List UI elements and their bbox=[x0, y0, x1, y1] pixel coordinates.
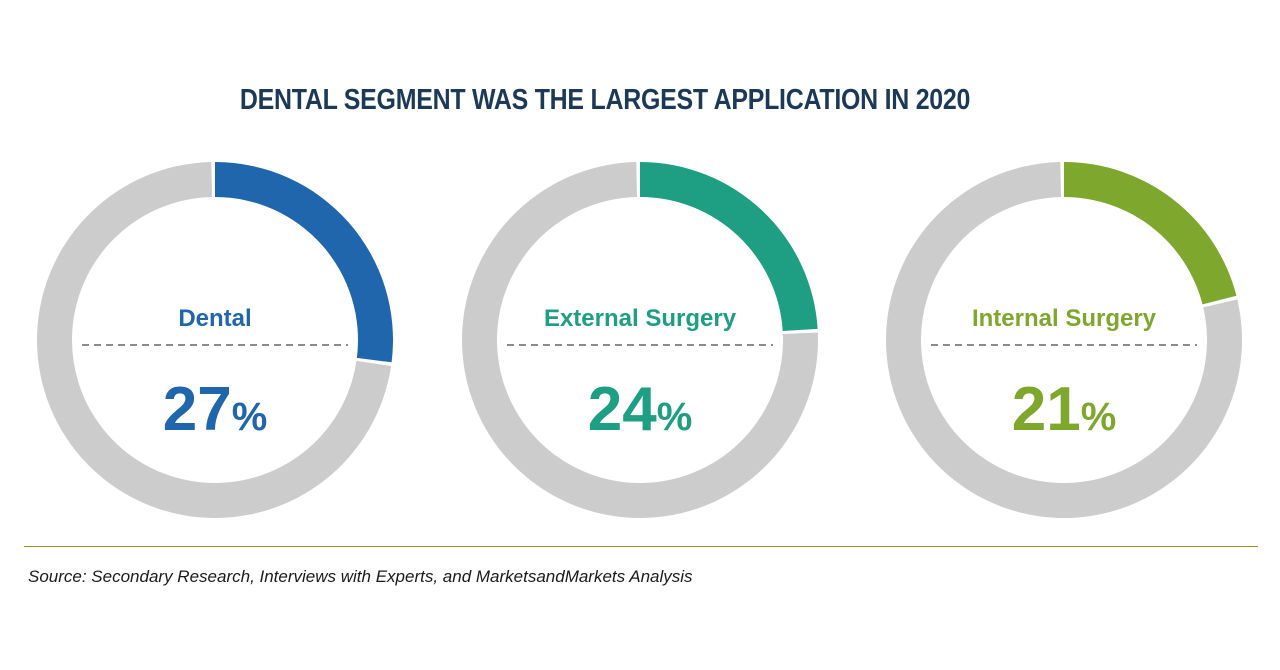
percent-sign: % bbox=[232, 395, 268, 439]
donut-value-arc bbox=[215, 162, 393, 363]
chart-title: DENTAL SEGMENT WAS THE LARGEST APPLICATI… bbox=[239, 84, 971, 116]
segment-label: External Surgery bbox=[544, 305, 737, 332]
segment-value: 27% bbox=[163, 375, 268, 444]
donut-value-arc bbox=[1064, 162, 1237, 305]
donut-value-arc bbox=[640, 162, 818, 332]
segment-label: Dental bbox=[178, 305, 251, 332]
source-note: Source: Secondary Research, Interviews w… bbox=[28, 567, 693, 586]
donut-charts: Dental 27% External Surgery 24% Internal Sur… bbox=[37, 162, 1242, 519]
segment-label: Internal Surgery bbox=[972, 305, 1157, 332]
footer-divider bbox=[24, 546, 1258, 547]
donut-internal-surgery: Internal Surgery 21% bbox=[885, 162, 1242, 518]
segment-value: 24% bbox=[588, 375, 693, 444]
donut-dental: Dental 27% bbox=[37, 162, 393, 519]
donut-external-surgery: External Surgery 24% bbox=[461, 162, 818, 519]
percent-sign: % bbox=[1081, 395, 1117, 439]
segment-value: 21% bbox=[1012, 375, 1117, 444]
percent-sign: % bbox=[657, 395, 693, 439]
